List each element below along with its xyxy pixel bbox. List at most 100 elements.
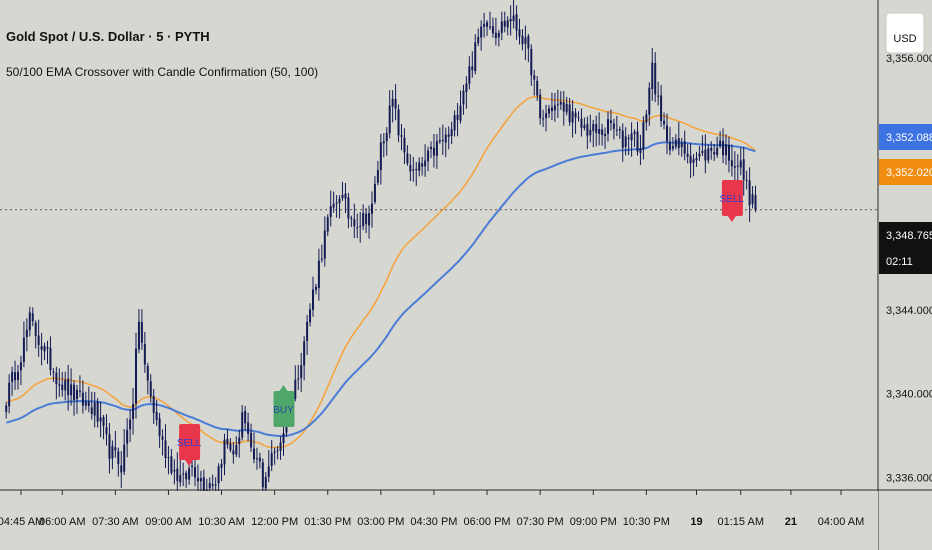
candle-body bbox=[548, 108, 550, 114]
chart-header: Gold Spot / U.S. Dollar · 5 · PYTH 50/10… bbox=[6, 29, 318, 79]
candle-body bbox=[424, 160, 427, 167]
candle-body bbox=[78, 390, 81, 392]
candle-body bbox=[11, 371, 14, 382]
candle bbox=[639, 134, 642, 166]
candle bbox=[373, 176, 376, 205]
candle-body bbox=[577, 117, 580, 119]
candle bbox=[604, 127, 607, 149]
candle-body bbox=[37, 335, 40, 345]
candle bbox=[430, 141, 432, 159]
candle-body bbox=[562, 102, 565, 112]
ema-layer bbox=[5, 95, 756, 449]
candle-body bbox=[397, 109, 400, 136]
candle bbox=[34, 320, 37, 349]
candle bbox=[49, 336, 52, 376]
candle-body bbox=[430, 146, 432, 150]
candle-body bbox=[317, 260, 320, 289]
bar-countdown: 02:11 bbox=[886, 256, 913, 268]
candle bbox=[512, 0, 515, 29]
candle bbox=[509, 5, 512, 36]
candle bbox=[155, 399, 158, 426]
candle bbox=[105, 414, 108, 446]
candle-body bbox=[524, 37, 527, 44]
candle bbox=[727, 136, 730, 173]
candle bbox=[612, 118, 615, 140]
candle bbox=[441, 124, 444, 156]
candle bbox=[592, 119, 595, 148]
sell-label-box bbox=[721, 180, 743, 216]
candle-body bbox=[208, 483, 211, 489]
candle bbox=[550, 92, 553, 120]
candle bbox=[536, 76, 539, 101]
candle-body bbox=[571, 111, 574, 123]
candle bbox=[418, 157, 421, 177]
candle-body bbox=[648, 87, 651, 115]
candle bbox=[539, 88, 542, 125]
candle bbox=[609, 109, 612, 131]
candle-body bbox=[660, 95, 663, 121]
candle-body bbox=[314, 286, 317, 290]
candle bbox=[223, 433, 226, 476]
candle bbox=[276, 445, 279, 460]
candle bbox=[403, 128, 406, 164]
candle-body bbox=[447, 134, 450, 137]
candle bbox=[574, 108, 577, 134]
candle bbox=[680, 137, 683, 157]
candle bbox=[297, 365, 300, 390]
ema-100-line bbox=[5, 141, 756, 438]
candle-body bbox=[394, 98, 397, 109]
currency-button[interactable]: USD bbox=[885, 12, 925, 54]
candle-body bbox=[459, 105, 462, 121]
candle-body bbox=[719, 140, 722, 147]
price-tick-label: 3,340.000 bbox=[886, 389, 932, 401]
candle-body bbox=[382, 141, 385, 144]
candle-body bbox=[338, 198, 341, 204]
candle-body bbox=[663, 120, 666, 125]
candle bbox=[627, 134, 630, 156]
candle-body bbox=[500, 21, 503, 33]
candle bbox=[8, 374, 11, 414]
candle bbox=[40, 333, 43, 366]
candle-body bbox=[90, 407, 93, 415]
candle bbox=[87, 386, 90, 413]
candle bbox=[468, 56, 471, 90]
candle bbox=[382, 133, 385, 158]
candle bbox=[176, 452, 179, 492]
candle bbox=[253, 432, 255, 464]
candle-body bbox=[533, 75, 536, 80]
candle-body bbox=[264, 477, 267, 489]
candle bbox=[542, 109, 545, 127]
candle-body bbox=[450, 129, 453, 136]
candle-body bbox=[645, 114, 648, 123]
candle-body bbox=[46, 347, 49, 349]
candle-body bbox=[294, 379, 297, 400]
candle bbox=[751, 186, 754, 209]
candle-body bbox=[739, 160, 742, 168]
candle bbox=[668, 126, 671, 156]
candle-body bbox=[727, 144, 730, 161]
candle-body bbox=[143, 343, 146, 365]
candle bbox=[356, 213, 359, 239]
candle bbox=[129, 409, 132, 443]
candle-body bbox=[527, 35, 530, 49]
candle bbox=[326, 214, 329, 237]
candle-body bbox=[300, 365, 303, 379]
candle-body bbox=[353, 219, 356, 227]
candle-body bbox=[421, 163, 424, 167]
candle-body bbox=[67, 378, 70, 395]
candle-body bbox=[255, 458, 258, 460]
signal-layer: SELL BUY SELL bbox=[177, 180, 745, 466]
candle-body bbox=[391, 98, 394, 107]
buy-label: BUY bbox=[273, 405, 294, 416]
candle-body bbox=[350, 217, 353, 219]
candle-body bbox=[155, 411, 158, 420]
candle bbox=[686, 143, 689, 164]
ema-price-tag: 3,352.020 bbox=[879, 159, 932, 185]
candle bbox=[480, 20, 483, 51]
candle-body bbox=[99, 417, 102, 422]
candle-body bbox=[84, 401, 87, 406]
candle-body bbox=[14, 372, 17, 381]
candle-body bbox=[362, 212, 365, 227]
candle bbox=[497, 29, 500, 47]
